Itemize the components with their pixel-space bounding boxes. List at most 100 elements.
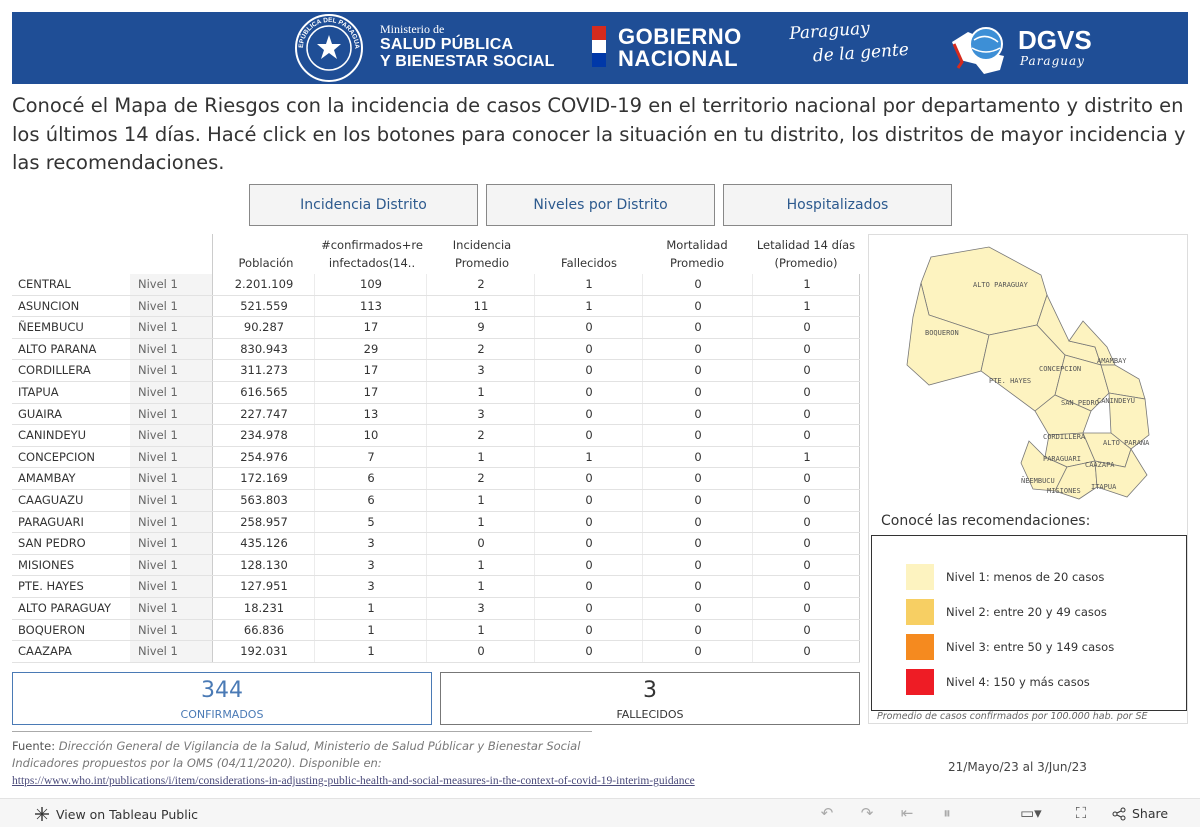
header-poblacion[interactable]: Población bbox=[238, 256, 294, 270]
row-confirmados: 10 bbox=[363, 428, 379, 443]
row-confirmados: 3 bbox=[367, 557, 375, 572]
table-row[interactable]: ALTO PARAGUAY Nivel 1 18.231 1 3 0 0 0 bbox=[12, 597, 860, 620]
row-mortalidad: 0 bbox=[694, 557, 702, 572]
table-row[interactable]: CANINDEYU Nivel 1 234.978 10 2 0 0 0 bbox=[12, 425, 860, 447]
map-region-canindeyu bbox=[1100, 364, 1146, 400]
row-poblacion: 258.957 bbox=[240, 514, 288, 529]
row-mortalidad: 0 bbox=[694, 579, 702, 594]
revert-icon[interactable]: ⇤ bbox=[900, 804, 914, 822]
table-row[interactable]: CORDILLERA Nivel 1 311.273 17 3 0 0 0 bbox=[12, 360, 860, 382]
row-poblacion: 234.978 bbox=[240, 428, 288, 443]
table-row[interactable]: MISIONES Nivel 1 128.130 3 1 0 0 0 bbox=[12, 554, 860, 577]
map-region-cordillera bbox=[1034, 394, 1092, 436]
header-mortalidad[interactable]: Mortalidad Promedio bbox=[666, 238, 728, 270]
table-row[interactable]: AMAMBAY Nivel 1 172.169 6 2 0 0 0 bbox=[12, 468, 860, 490]
header-fallecidos[interactable]: Fallecidos bbox=[561, 256, 617, 270]
row-nivel: Nivel 1 bbox=[130, 511, 212, 533]
table-row[interactable]: GUAIRA Nivel 1 227.747 13 3 0 0 0 bbox=[12, 403, 860, 426]
niveles-por-distrito-button[interactable]: Niveles por Distrito bbox=[486, 184, 715, 226]
gobierno-line2: NACIONAL bbox=[618, 46, 739, 71]
row-fallecidos: 1 bbox=[585, 298, 593, 313]
row-fallecidos: 0 bbox=[585, 557, 593, 572]
row-mortalidad: 0 bbox=[694, 428, 702, 443]
pause-icon[interactable]: ⏸ bbox=[943, 804, 951, 822]
legend-label: Nivel 2: entre 20 y 49 casos bbox=[946, 605, 1107, 619]
table-row[interactable]: CAAGUAZU Nivel 1 563.803 6 1 0 0 0 bbox=[12, 489, 860, 512]
recomendaciones-title: Conocé las recomendaciones: bbox=[881, 513, 1091, 529]
row-poblacion: 66.836 bbox=[243, 622, 285, 637]
map-label-neembucu: ÑEEMBUCU bbox=[1021, 476, 1055, 485]
row-mortalidad: 0 bbox=[694, 622, 702, 637]
ministerio-small: Ministerio de bbox=[380, 22, 445, 36]
row-mortalidad: 0 bbox=[694, 514, 702, 529]
row-letalidad: 0 bbox=[803, 384, 811, 399]
row-department: ASUNCION bbox=[18, 298, 80, 313]
date-range: 21/Mayo/23 al 3/Jun/23 bbox=[948, 760, 1087, 774]
row-mortalidad: 0 bbox=[694, 341, 702, 356]
kpi-confirmados-value: 344 bbox=[201, 678, 243, 703]
gobierno-nacional-logo: GOBIERNO NACIONAL bbox=[618, 26, 742, 70]
row-letalidad: 0 bbox=[803, 492, 811, 507]
table-row[interactable]: ÑEEMBUCU Nivel 1 90.287 17 9 0 0 0 bbox=[12, 317, 860, 339]
header-confirmados[interactable]: #confirmados+re infectados(14.. bbox=[321, 238, 423, 270]
risk-legend: Nivel 1: menos de 20 casos Nivel 2: entre… bbox=[871, 535, 1187, 711]
row-confirmados: 13 bbox=[363, 406, 379, 421]
hospitalizados-button[interactable]: Hospitalizados bbox=[723, 184, 952, 226]
row-incidencia: 1 bbox=[477, 514, 485, 529]
fullscreen-icon[interactable]: ⛶ bbox=[1075, 804, 1087, 822]
row-incidencia: 1 bbox=[477, 622, 485, 637]
row-nivel: Nivel 1 bbox=[130, 338, 212, 360]
header-letalidad[interactable]: Letalidad 14 días (Promedio) bbox=[756, 238, 856, 270]
row-poblacion: 90.287 bbox=[243, 320, 285, 335]
who-guidance-link[interactable]: https://www.who.int/publications/i/item/… bbox=[12, 775, 695, 787]
table-row[interactable]: CONCEPCION Nivel 1 254.976 7 1 1 0 1 bbox=[12, 446, 860, 469]
row-mortalidad: 0 bbox=[694, 644, 702, 659]
undo-icon[interactable]: ↶ bbox=[820, 804, 834, 822]
table-row[interactable]: ITAPUA Nivel 1 616.565 17 1 0 0 0 bbox=[12, 381, 860, 404]
table-row[interactable]: SAN PEDRO Nivel 1 435.126 3 0 0 0 0 bbox=[12, 533, 860, 555]
header-incidencia[interactable]: Incidencia Promedio bbox=[452, 238, 512, 270]
row-department: ÑEEMBUCU bbox=[18, 320, 84, 335]
row-letalidad: 0 bbox=[803, 536, 811, 551]
device-icon[interactable]: ▭▾ bbox=[1020, 804, 1042, 822]
map-label-itapua: ITAPUA bbox=[1091, 483, 1117, 491]
row-poblacion: 128.130 bbox=[240, 557, 288, 572]
legend-item: Nivel 4: 150 y más casos bbox=[906, 669, 1090, 695]
row-nivel: Nivel 1 bbox=[130, 489, 212, 511]
redo-icon[interactable]: ↷ bbox=[860, 804, 874, 822]
row-fallecidos: 1 bbox=[585, 449, 593, 464]
row-mortalidad: 0 bbox=[694, 363, 702, 378]
row-department: ALTO PARAGUAY bbox=[18, 600, 112, 615]
row-nivel: Nivel 1 bbox=[130, 533, 212, 554]
view-on-tableau-link[interactable]: View on Tableau Public bbox=[34, 806, 198, 822]
row-incidencia: 0 bbox=[477, 536, 485, 551]
row-mortalidad: 0 bbox=[694, 406, 702, 421]
share-button[interactable]: Share bbox=[1112, 806, 1168, 821]
table-row[interactable]: ALTO PARANA Nivel 1 830.943 29 2 0 0 0 bbox=[12, 338, 860, 361]
map-label-alto-paraguay: ALTO PARAGUAY bbox=[973, 281, 1029, 289]
table-row[interactable]: PTE. HAYES Nivel 1 127.951 3 1 0 0 0 bbox=[12, 576, 860, 598]
row-fallecidos: 0 bbox=[585, 644, 593, 659]
map-panel: ALTO PARAGUAY BOQUERON PTE. HAYES CONCEP… bbox=[868, 234, 1188, 724]
table-row[interactable]: PARAGUARI Nivel 1 258.957 5 1 0 0 0 bbox=[12, 511, 860, 534]
map-region-alto-parana bbox=[1108, 392, 1150, 450]
map-footnote: Promedio de casos confirmados por 100.00… bbox=[877, 711, 1148, 722]
row-nivel: Nivel 1 bbox=[130, 360, 212, 381]
indicadores-text: Indicadores propuestos por la OMS (04/11… bbox=[12, 756, 382, 770]
table-row[interactable]: ASUNCION Nivel 1 521.559 113 11 1 0 1 bbox=[12, 295, 860, 318]
row-confirmados: 6 bbox=[367, 471, 375, 486]
paraguay-map[interactable]: ALTO PARAGUAY BOQUERON PTE. HAYES CONCEP… bbox=[869, 235, 1187, 515]
row-fallecidos: 0 bbox=[585, 363, 593, 378]
row-poblacion: 227.747 bbox=[240, 406, 288, 421]
row-letalidad: 1 bbox=[803, 277, 811, 291]
incidencia-distrito-button[interactable]: Incidencia Distrito bbox=[249, 184, 478, 226]
table-row[interactable]: CAAZAPA Nivel 1 192.031 1 0 0 0 0 bbox=[12, 641, 860, 663]
row-confirmados: 3 bbox=[367, 579, 375, 594]
legend-label: Nivel 1: menos de 20 casos bbox=[946, 570, 1105, 584]
row-fallecidos: 0 bbox=[585, 514, 593, 529]
paraguay-flag-icon bbox=[592, 26, 606, 67]
table-row[interactable]: CENTRAL Nivel 1 2.201.109 109 2 1 0 1 bbox=[12, 274, 860, 296]
row-mortalidad: 0 bbox=[694, 471, 702, 486]
table-row[interactable]: BOQUERON Nivel 1 66.836 1 1 0 0 0 bbox=[12, 619, 860, 642]
row-incidencia: 11 bbox=[473, 298, 489, 313]
